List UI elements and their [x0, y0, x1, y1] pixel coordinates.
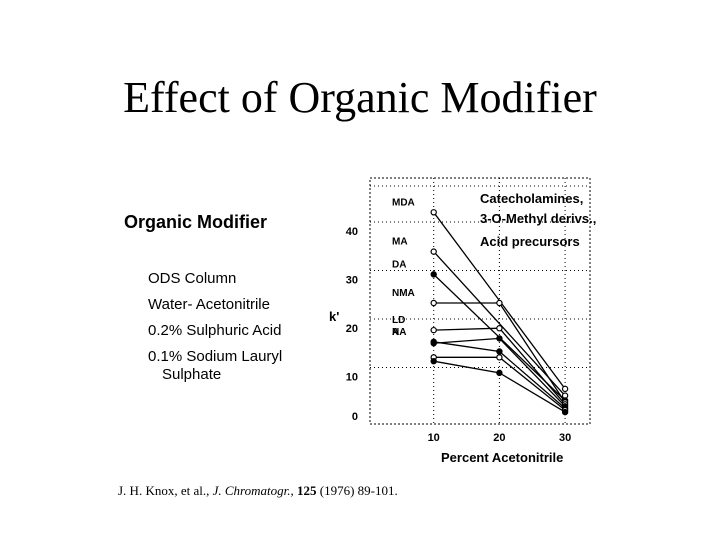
data-point-filled [496, 335, 503, 342]
chart-annotation-line: Acid precursors [480, 234, 580, 249]
series-line [433, 251, 566, 397]
chart-grid [370, 178, 590, 424]
x-tick-label: 10 [428, 432, 440, 444]
chart-frame [369, 177, 591, 425]
series-label: NMA [392, 288, 415, 299]
y-tick-label: 0 [352, 411, 358, 423]
chart-markers [430, 209, 569, 416]
chart-annotation-line: Catecholamines, [480, 191, 583, 206]
condition-item: ODS Column [148, 270, 237, 287]
citation-rest: (1976) 89-101. [319, 483, 398, 498]
series-label: MDA [392, 197, 415, 208]
plot-frame [369, 177, 591, 425]
series-label: A [392, 327, 399, 338]
data-point-filled [496, 369, 503, 377]
x-tick-label: 20 [493, 432, 505, 444]
y-tick-label: 30 [346, 275, 358, 287]
series-label: MA [392, 237, 408, 248]
conditions-heading: Organic Modifier [124, 212, 268, 232]
series-label: DA [392, 259, 406, 270]
data-point-filled [561, 408, 569, 416]
x-axis-label: Percent Acetonitrile [441, 450, 563, 465]
series-label: NA [392, 327, 406, 338]
y-tick-label: 40 [346, 226, 358, 238]
data-point-open [496, 354, 503, 361]
condition-item: 0.2% Sulphuric Acid [148, 322, 282, 339]
data-point-open [561, 385, 569, 393]
x-tick-label: 30 [559, 432, 571, 444]
data-point-filled [430, 338, 437, 345]
condition-item: 0.1% Sodium Lauryl Sulphate [148, 344, 282, 388]
data-point-open [430, 299, 437, 307]
data-point-filled [430, 357, 437, 365]
condition-item-line2: Sulphate [162, 366, 222, 383]
condition-item-line1: 0.1% Sodium Lauryl [148, 348, 283, 365]
data-point-open [430, 209, 437, 216]
y-tick-label: 10 [346, 372, 358, 384]
data-point-open [430, 248, 437, 255]
slide-title: Effect of Organic Modifier [123, 73, 597, 122]
series-label: LD [392, 315, 405, 326]
data-point-open [496, 325, 503, 332]
citation-journal: J. Chromatogr., [212, 483, 294, 498]
chart-annotation-line: 3-O-Methyl derivs., [480, 211, 596, 226]
citation: J. H. Knox, et al., J. Chromatogr., 125 … [118, 483, 398, 499]
condition-item: Water- Acetonitrile [148, 296, 270, 313]
conditions-list: ODS Column Water- Acetonitrile 0.2% Sulp… [148, 266, 282, 388]
y-tick-label: 20 [346, 323, 358, 335]
data-point-filled [430, 271, 437, 278]
data-point-open [430, 326, 437, 334]
citation-authors: J. H. Knox, et al., [118, 483, 210, 498]
citation-volume: 125 [297, 483, 317, 498]
data-point-open [496, 299, 503, 307]
y-axis-label: k' [329, 309, 339, 324]
data-point-filled [496, 348, 503, 355]
